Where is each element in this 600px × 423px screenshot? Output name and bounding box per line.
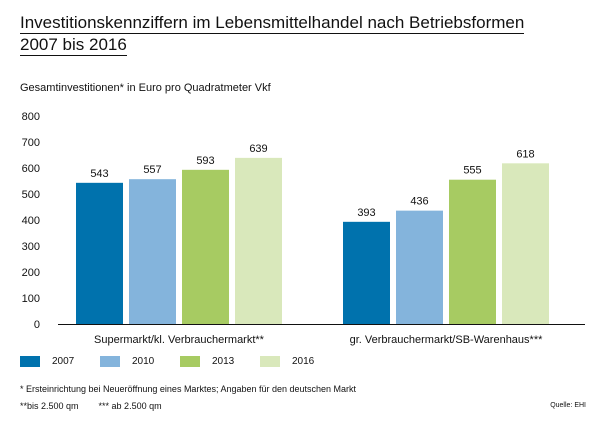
data-label: 639 [249, 143, 267, 155]
footnote-area-sizes: **bis 2.500 qm *** ab 2.500 qm [20, 401, 162, 411]
legend-item-2010: 2010 [100, 356, 154, 367]
legend-label-2007: 2007 [52, 356, 75, 367]
bar-2007-2 [343, 221, 390, 324]
bar-2010-2 [396, 210, 443, 324]
y-tick-label: 400 [22, 215, 40, 227]
data-label: 593 [196, 155, 214, 167]
chart-title-line2: 2007 bis 2016 [20, 35, 127, 56]
y-tick-label: 200 [22, 267, 40, 279]
y-tick-label: 700 [22, 137, 40, 149]
data-label: 436 [410, 196, 428, 208]
bar-2007-1 [76, 182, 123, 324]
data-label: 393 [357, 207, 375, 219]
bar-2016-2 [502, 163, 549, 324]
chart-title: Investitionskennziffern im Lebensmittelh… [20, 12, 580, 56]
legend-swatch-2016 [260, 356, 280, 367]
data-label: 555 [463, 165, 481, 177]
chart-subtitle: Gesamtinvestitionen* in Euro pro Quadrat… [20, 82, 271, 94]
chart-title-line1: Investitionskennziffern im Lebensmittelh… [20, 13, 525, 34]
chart-legend: 2007 2010 2013 2016 [20, 356, 420, 370]
legend-swatch-2007 [20, 356, 40, 367]
legend-item-2016: 2016 [260, 356, 314, 367]
bar-2013-1 [182, 169, 229, 324]
x-category-label: gr. Verbrauchermarkt/SB-Warenhaus*** [350, 334, 544, 346]
legend-label-2016: 2016 [292, 356, 315, 367]
data-label: 557 [143, 164, 161, 176]
y-tick-label: 0 [34, 319, 40, 331]
x-category-label: Supermarkt/kl. Verbrauchermarkt** [94, 334, 265, 346]
source-note: Quelle: EHI [550, 402, 586, 409]
legend-label-2010: 2010 [132, 356, 155, 367]
legend-item-2013: 2013 [180, 356, 234, 367]
legend-swatch-2010 [100, 356, 120, 367]
bar-2016-1 [235, 157, 282, 324]
legend-item-2007: 2007 [20, 356, 74, 367]
y-tick-label: 800 [22, 111, 40, 123]
y-tick-label: 300 [22, 241, 40, 253]
legend-swatch-2013 [180, 356, 200, 367]
legend-label-2013: 2013 [212, 356, 235, 367]
bar-2013-2 [449, 179, 496, 324]
y-tick-label: 100 [22, 293, 40, 305]
bar-2010-1 [129, 179, 176, 324]
data-label: 543 [90, 168, 108, 180]
data-label: 618 [516, 148, 534, 160]
y-tick-label: 600 [22, 163, 40, 175]
footnote-first-installation: * Ersteinrichtung bei Neueröffnung eines… [20, 384, 357, 394]
y-tick-label: 500 [22, 189, 40, 201]
